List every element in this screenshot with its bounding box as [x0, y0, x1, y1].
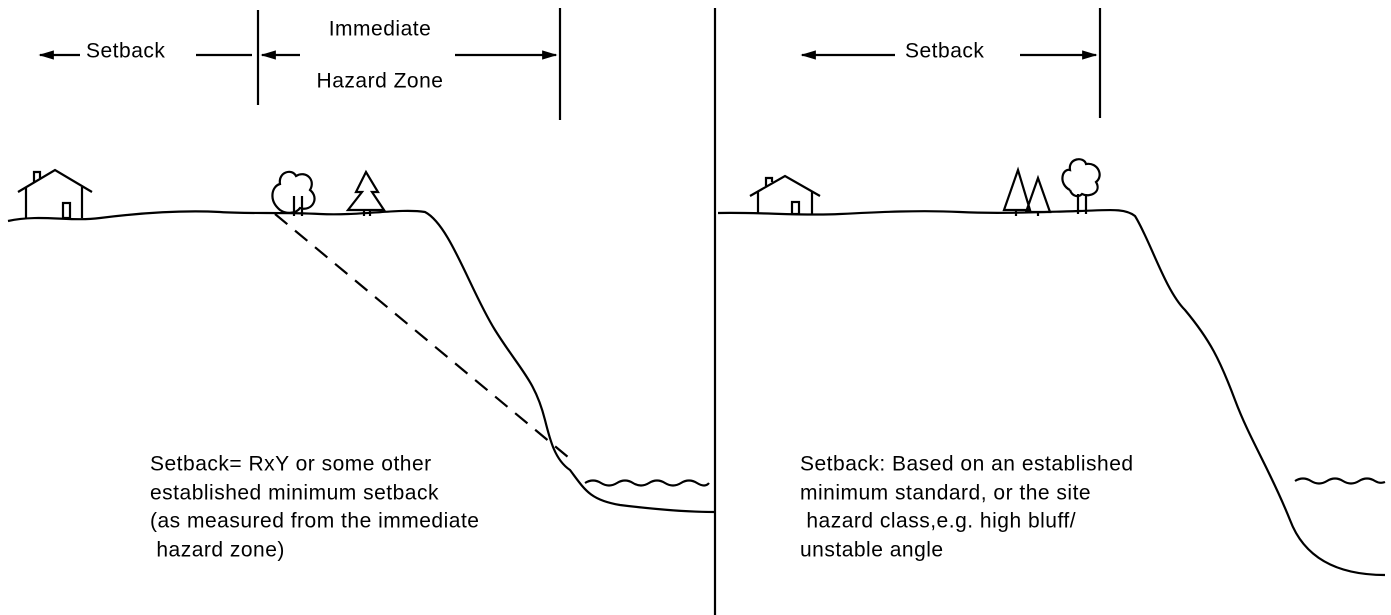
- water: [584, 479, 710, 487]
- caption-line: established minimum setback: [150, 482, 439, 505]
- house: [749, 174, 821, 216]
- setback-label: Setback: [86, 40, 165, 63]
- caption-line: hazard class,e.g. high bluff/: [800, 510, 1076, 533]
- caption-line: Setback= RxY or some other: [150, 453, 432, 476]
- zone-label: Hazard Zone: [317, 70, 444, 93]
- ground: [717, 208, 1386, 577]
- house: [17, 168, 93, 220]
- tree: [1002, 166, 1052, 216]
- caption-line: Setback: Based on an established: [800, 453, 1134, 476]
- left-panel: Setback Immediate Hazard Zone Setback= R…: [7, 8, 716, 562]
- dashed-slope: [274, 213, 575, 463]
- water: [1294, 477, 1386, 485]
- ground: [7, 209, 716, 514]
- right-panel: Setback Setback: Based on an established…: [717, 8, 1386, 577]
- tree: [345, 169, 387, 216]
- tree: [1061, 158, 1101, 214]
- caption-line: minimum standard, or the site: [800, 482, 1091, 505]
- caption-line: (as measured from the immediate: [150, 510, 479, 533]
- tree: [271, 170, 316, 216]
- caption-line: hazard zone): [150, 539, 285, 562]
- caption-line: unstable angle: [800, 539, 944, 562]
- zone-label: Immediate: [329, 18, 432, 41]
- setback-label: Setback: [905, 40, 984, 63]
